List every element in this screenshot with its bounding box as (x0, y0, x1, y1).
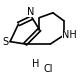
Text: N: N (27, 7, 35, 17)
Text: Cl: Cl (44, 64, 53, 74)
Text: S: S (2, 37, 8, 47)
Text: NH: NH (62, 30, 77, 40)
Text: H: H (32, 59, 40, 69)
